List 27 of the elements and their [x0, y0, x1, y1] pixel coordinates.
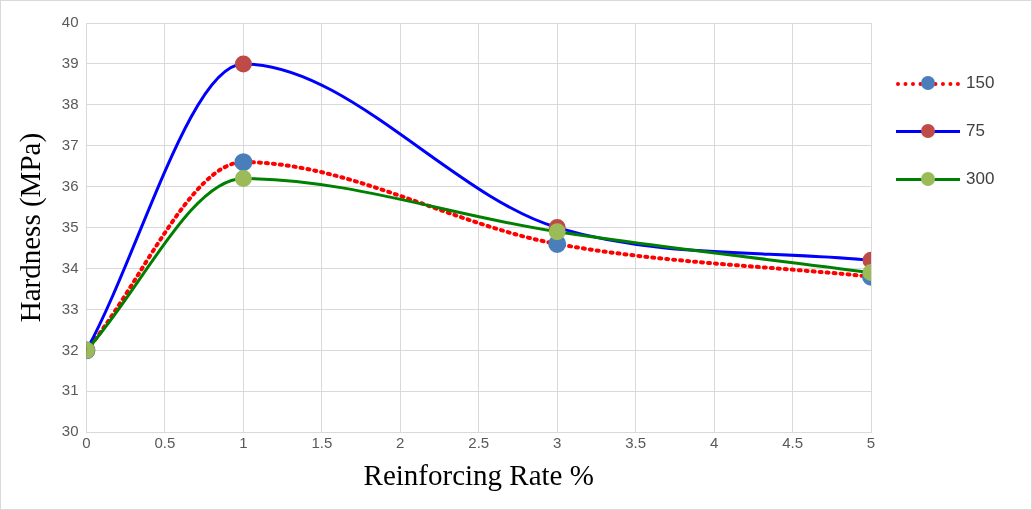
x-tick-label: 2.5: [468, 434, 490, 452]
x-tick-label: 1: [239, 434, 248, 452]
y-tick-label: 30: [61, 422, 79, 440]
x-tick-label: 0: [82, 434, 91, 452]
x-tick-label: 4: [709, 434, 719, 452]
legend-label: 300: [966, 169, 995, 189]
x-tick-label: 3: [553, 434, 562, 452]
x-tick-label: 4.5: [782, 434, 803, 452]
y-tick-label: 33: [61, 299, 79, 317]
y-tick-label: 38: [61, 94, 79, 112]
x-axis-title: Reinforcing Rate %: [363, 459, 594, 492]
y-tick-label: 40: [61, 13, 79, 31]
legend-label: 75: [966, 121, 985, 141]
y-tick-label: 34: [61, 258, 79, 276]
x-tick-label: 0.5: [154, 434, 176, 452]
y-tick-label: 31: [61, 381, 79, 399]
x-tick-label: 5: [866, 434, 876, 452]
x-tick-label: 1.5: [311, 434, 333, 452]
x-tick-label: 3.5: [625, 434, 647, 452]
y-tick-label: 39: [61, 54, 79, 72]
y-tick-label: 37: [61, 135, 79, 153]
legend-label: 150: [966, 73, 995, 93]
y-axis-title: Hardness (MPa): [14, 132, 48, 323]
y-tick-label: 35: [61, 217, 79, 235]
y-tick-label: 32: [61, 340, 79, 358]
x-tick-label: 2: [396, 434, 405, 452]
y-tick-label: 36: [61, 176, 79, 194]
